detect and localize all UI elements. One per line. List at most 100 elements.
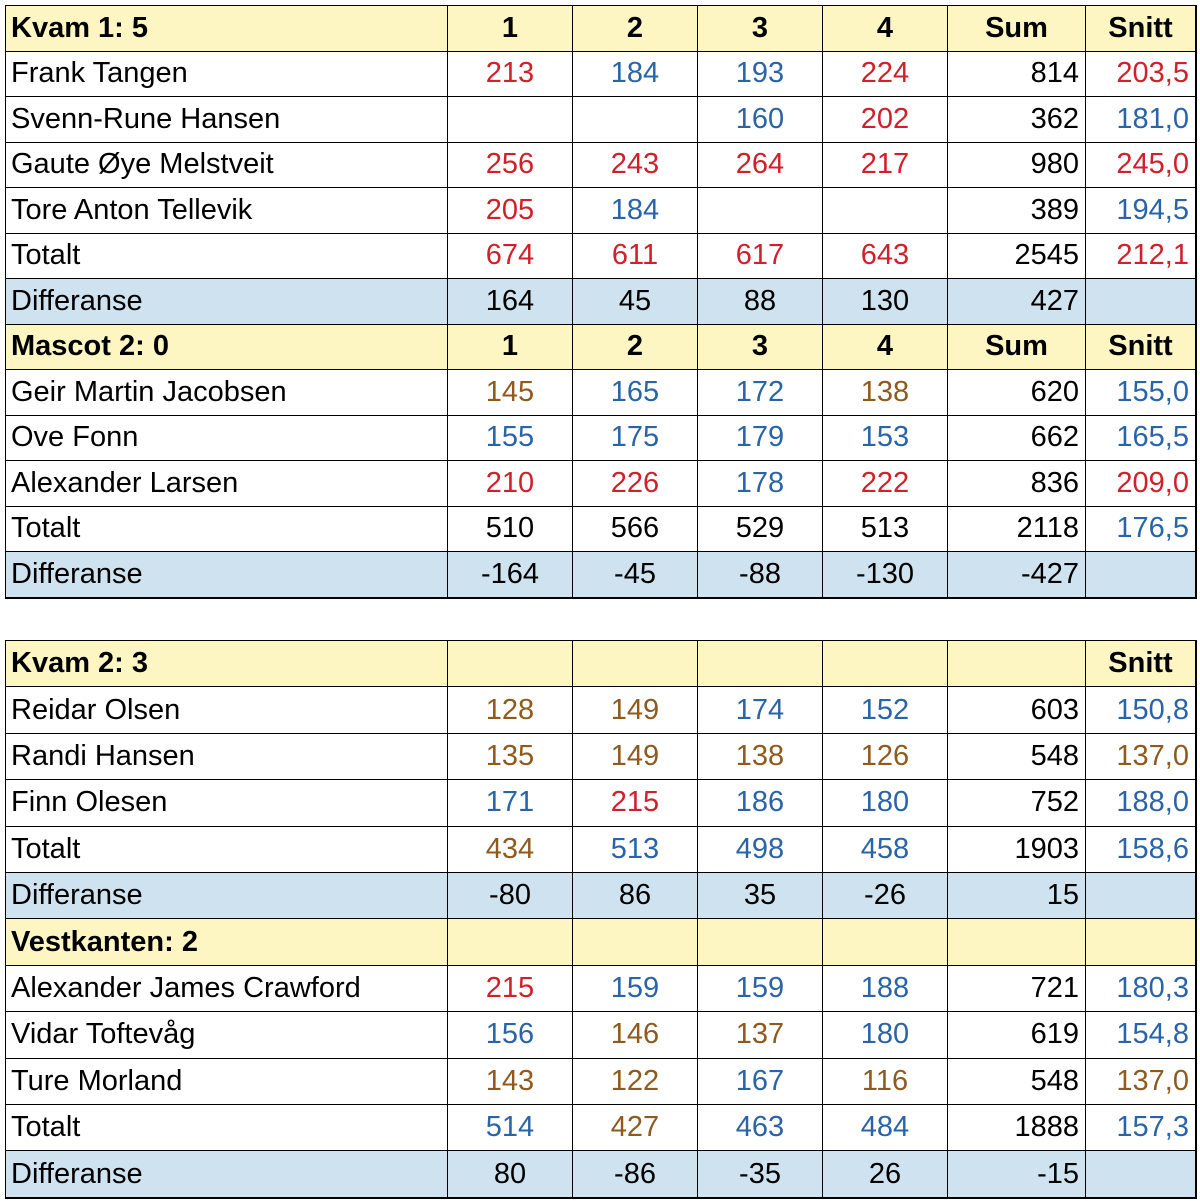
column-header: Snitt [1085,5,1195,51]
score-cell: 174 [697,686,822,733]
score-cell: 215 [572,779,697,826]
score-cell: 213 [447,50,572,96]
score-cell: 814 [947,50,1085,96]
score-cell: 498 [697,825,822,872]
score-cell: 2118 [947,505,1085,551]
team-name: Mascot 2: 0 [5,323,447,369]
column-header [947,918,1085,965]
row-label: Totalt [5,505,447,551]
score-cell: 135 [447,732,572,780]
score-cell: 152 [822,686,947,733]
score-cell: 458 [822,825,947,872]
score-cell: 155 [447,414,572,460]
score-cell: 1903 [947,825,1085,872]
score-cell: 167 [697,1057,822,1104]
score-cell: 172 [697,369,822,415]
score-cell: 149 [572,686,697,733]
score-cell: 155,0 [1085,369,1195,415]
score-cell: 188 [822,964,947,1012]
row-label: Differanse [5,1150,447,1197]
column-header [1085,918,1195,965]
score-cell: 159 [572,964,697,1012]
row-label: Ove Fonn [5,414,447,460]
score-cell: 548 [947,1057,1085,1104]
row-label: Alexander Larsen [5,460,447,506]
score-cell: 137,0 [1085,732,1195,780]
score-cell: 130 [822,278,947,324]
column-header [447,918,572,965]
column-header: 3 [697,5,822,51]
score-cell: 126 [822,732,947,780]
row-label: Vidar Toftevåg [5,1011,447,1058]
score-cell: 160 [697,96,822,142]
column-header [822,918,947,965]
score-cell: -130 [822,551,947,597]
score-cell: 180,3 [1085,964,1195,1012]
score-cell: 224 [822,50,947,96]
score-cell: 427 [947,278,1085,324]
column-header [447,640,572,687]
score-cell: 157,3 [1085,1104,1195,1151]
score-cell: -427 [947,551,1085,597]
column-header: 2 [572,323,697,369]
score-cell: 617 [697,232,822,278]
score-cell [1085,872,1195,919]
score-cell: 15 [947,872,1085,919]
score-cell: -15 [947,1150,1085,1197]
row-label: Geir Martin Jacobsen [5,369,447,415]
score-cell: 217 [822,141,947,187]
score-cell: 603 [947,686,1085,733]
column-header: 4 [822,323,947,369]
score-cell: 662 [947,414,1085,460]
score-cell [1085,278,1195,324]
row-label: Svenn-Rune Hansen [5,96,447,142]
score-cell: 181,0 [1085,96,1195,142]
score-cell: -164 [447,551,572,597]
score-cell: 513 [822,505,947,551]
score-cell: 128 [447,686,572,733]
score-cell: 226 [572,460,697,506]
score-table: Kvam 1: 5 1 2 3 4 Sum Snitt Frank Tangen 213 184 1… [5,5,1197,599]
row-label: Totalt [5,825,447,872]
score-cell: 243 [572,141,697,187]
column-header [947,640,1085,687]
score-cell: 721 [947,964,1085,1012]
score-cell: 137 [697,1011,822,1058]
score-cell: 188,0 [1085,779,1195,826]
score-cell: 88 [697,278,822,324]
score-cell: 150,8 [1085,686,1195,733]
score-cell: 35 [697,872,822,919]
column-header: 2 [572,5,697,51]
row-label: Differanse [5,551,447,597]
score-cell: 145 [447,369,572,415]
row-label: Reidar Olsen [5,686,447,733]
score-cell: 154,8 [1085,1011,1195,1058]
score-cell: 752 [947,779,1085,826]
score-cell: 122 [572,1057,697,1104]
row-label: Randi Hansen [5,732,447,780]
score-cell: 674 [447,232,572,278]
score-cell: -35 [697,1150,822,1197]
score-cell: 2545 [947,232,1085,278]
column-header: Snitt [1085,640,1195,687]
score-cell: 209,0 [1085,460,1195,506]
row-label: Differanse [5,872,447,919]
row-label: Gaute Øye Melstveit [5,141,447,187]
score-cell: -26 [822,872,947,919]
score-cell: 611 [572,232,697,278]
score-cell: 463 [697,1104,822,1151]
team-name: Kvam 2: 3 [5,640,447,687]
score-cell: 389 [947,187,1085,233]
score-cell: 26 [822,1150,947,1197]
score-cell: 202 [822,96,947,142]
score-cell: 362 [947,96,1085,142]
score-cell: 980 [947,141,1085,187]
column-header: 1 [447,5,572,51]
column-header: 1 [447,323,572,369]
score-cell: 210 [447,460,572,506]
score-cell: 513 [572,825,697,872]
score-cell: 193 [697,50,822,96]
column-header: 3 [697,323,822,369]
score-cell: 45 [572,278,697,324]
